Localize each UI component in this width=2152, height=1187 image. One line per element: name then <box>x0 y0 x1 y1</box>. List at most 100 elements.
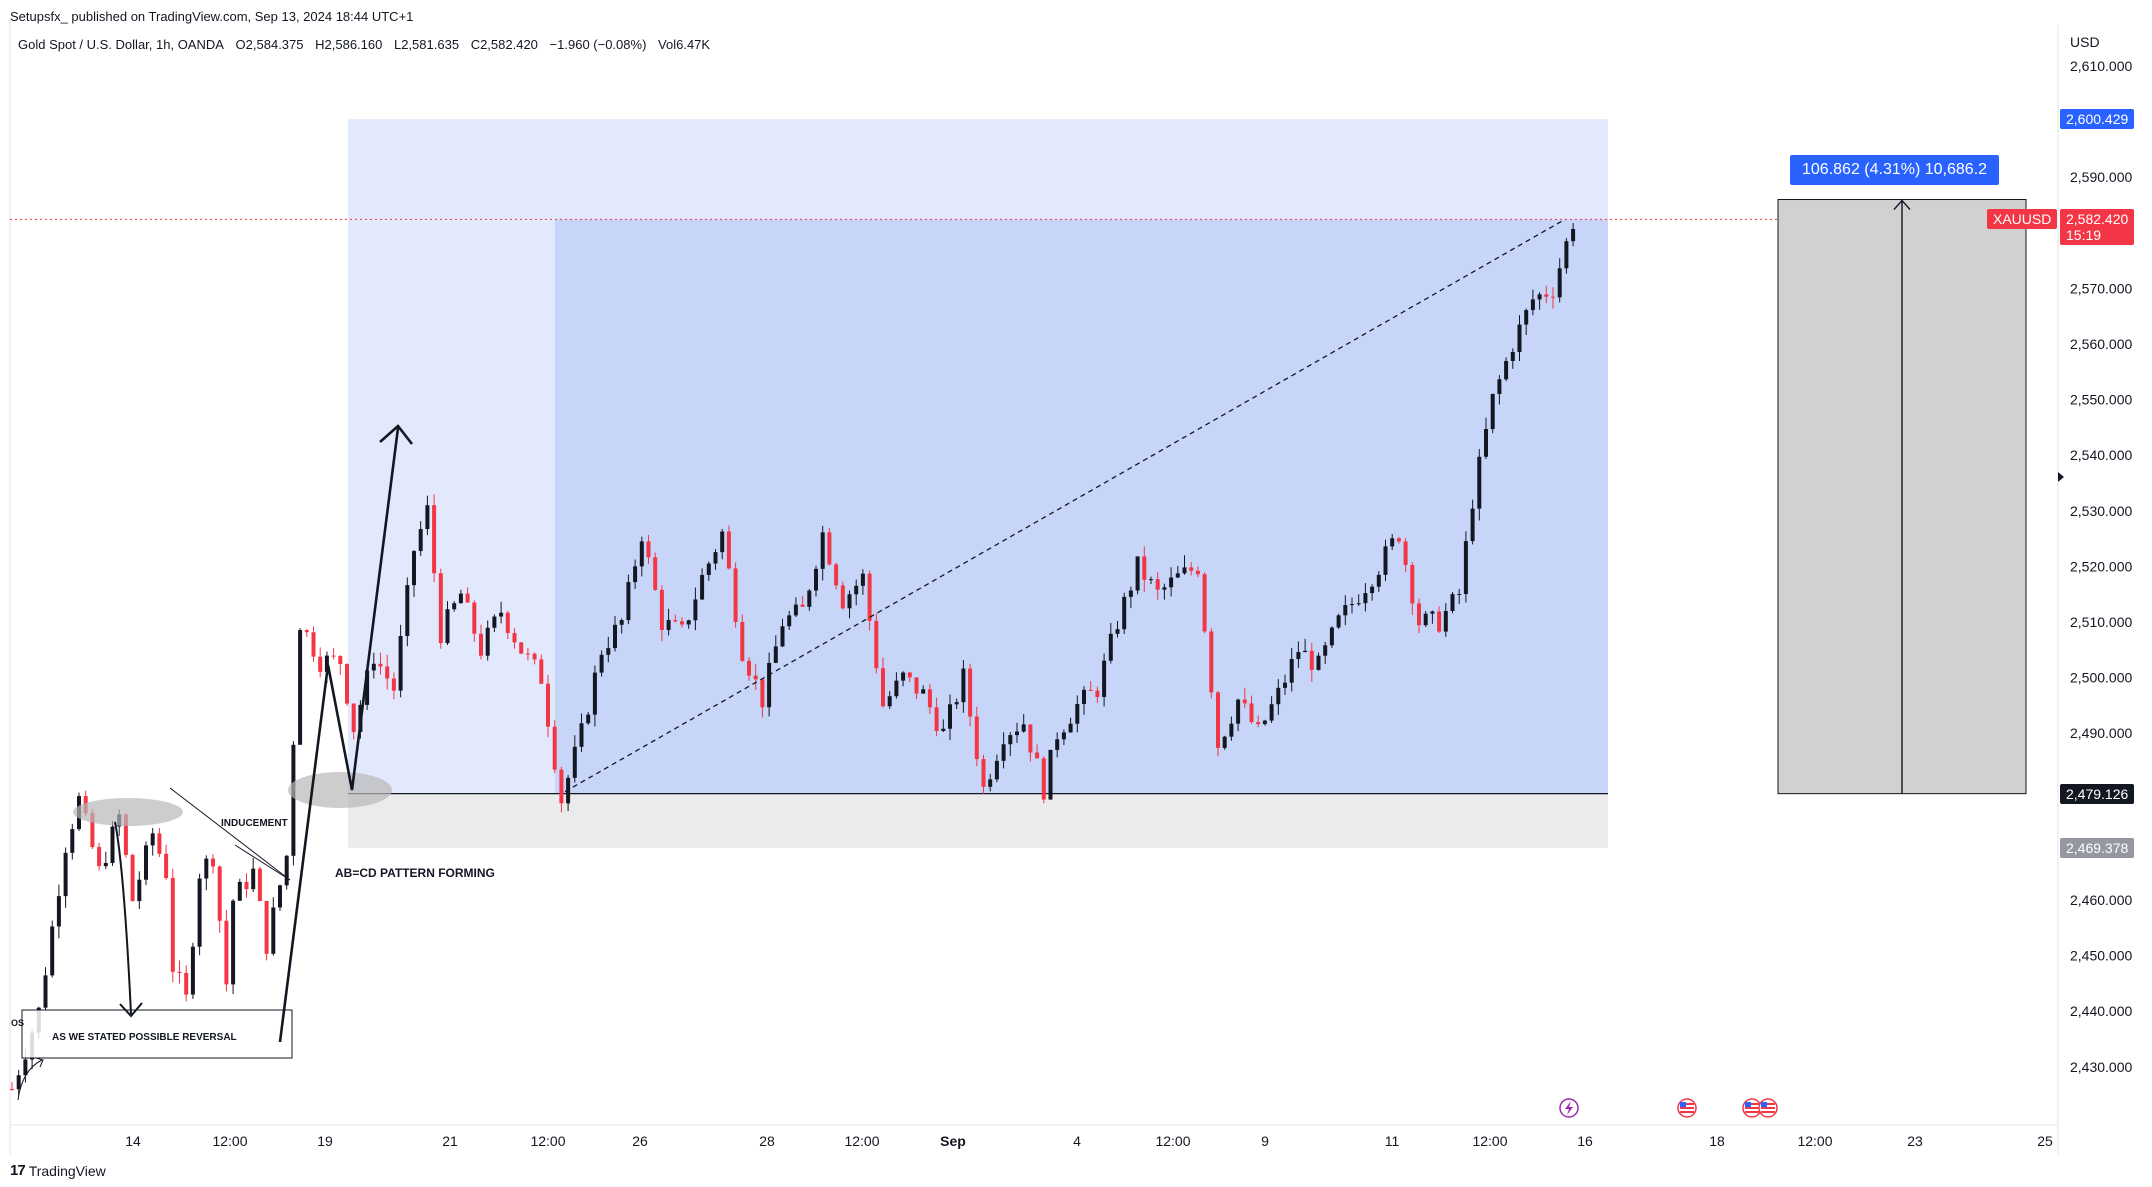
candle-body <box>673 620 678 622</box>
candle-body <box>405 585 410 636</box>
candle-body <box>264 900 269 954</box>
candle-body <box>485 627 490 656</box>
down-arrow-line[interactable] <box>114 821 132 1015</box>
currency-label[interactable]: USD <box>2070 34 2100 50</box>
candle-body <box>351 703 356 732</box>
candle-body <box>1410 564 1415 604</box>
abcd-arrow-line[interactable] <box>278 427 400 1043</box>
candle-body <box>1323 645 1328 656</box>
candle-body <box>659 589 664 630</box>
candle-body <box>854 585 859 595</box>
candle-body <box>1477 456 1482 509</box>
candle-body <box>894 680 899 697</box>
measure-label[interactable]: 106.862 (4.31%) 10,686.2 <box>1790 154 2000 185</box>
candle-body <box>1102 660 1107 697</box>
axis-pointer-icon <box>2058 472 2064 482</box>
candle-body <box>284 855 289 886</box>
candle-body <box>1001 744 1006 761</box>
candle-body <box>271 907 276 954</box>
candle-body <box>90 813 95 848</box>
candle-body <box>1216 692 1220 748</box>
candle-body <box>693 599 698 621</box>
time-tick-label: 26 <box>632 1133 648 1149</box>
candle-body <box>157 833 162 854</box>
candle-body <box>1182 567 1187 574</box>
candle-body <box>1309 650 1314 670</box>
candle-body <box>1430 611 1435 614</box>
range-zone-inner[interactable] <box>555 219 1608 794</box>
candle-body <box>1504 360 1509 380</box>
candle-body <box>452 603 457 610</box>
ohlc-high: H2,586.160 <box>315 37 383 52</box>
candle-body <box>1209 631 1214 693</box>
us-flag-event-icon[interactable] <box>1758 1098 1778 1118</box>
candle-body <box>378 663 383 667</box>
candle-body <box>760 679 765 708</box>
candle-body <box>907 672 912 678</box>
candle-body <box>1061 732 1066 740</box>
candle-body <box>43 975 48 1008</box>
candle-body <box>988 779 993 787</box>
candle-body <box>244 881 249 890</box>
price-tick-label: 2,540.000 <box>2070 447 2132 463</box>
footer-brand-name: TradingView <box>28 1162 106 1179</box>
candle-body <box>773 646 778 663</box>
time-tick-label: 14 <box>125 1133 141 1149</box>
price-tick-label: 2,570.000 <box>2070 280 2132 296</box>
candle-body <box>465 593 470 603</box>
candle-body <box>1242 699 1247 704</box>
candle-body <box>1262 720 1267 725</box>
abcd-arrow-head <box>379 424 414 445</box>
candle-body <box>726 531 731 569</box>
candle-body <box>713 552 718 564</box>
candle-body <box>1557 268 1562 298</box>
price-tick-label: 2,440.000 <box>2070 1003 2132 1019</box>
candle-body <box>1202 574 1207 632</box>
candle-body <box>298 630 303 745</box>
us-flag-event-icon[interactable] <box>1742 1098 1762 1118</box>
candle-body <box>546 683 550 727</box>
candle-body <box>23 1059 28 1076</box>
price-tick-label: 2,510.000 <box>2070 614 2132 630</box>
time-tick-label: 25 <box>2037 1133 2053 1149</box>
candle-body <box>927 689 932 708</box>
candle-body <box>1082 689 1086 704</box>
candle-body <box>418 529 423 552</box>
candle-body <box>948 704 952 729</box>
time-tick-label: Sep <box>940 1133 966 1149</box>
inducement-line-upper[interactable] <box>169 787 291 881</box>
symbol-line: Gold Spot / U.S. Dollar, 1h, OANDA O2,58… <box>18 37 718 52</box>
liquidity-ellipse-mid[interactable] <box>288 772 392 808</box>
projection-line[interactable] <box>564 218 1566 793</box>
candle-body <box>505 612 510 634</box>
candle-body <box>847 594 852 609</box>
price-tick-label: 2,450.000 <box>2070 948 2132 964</box>
candle-body <box>934 707 939 731</box>
footer-brand[interactable]: 17 TradingView <box>10 1162 106 1179</box>
reversal-box[interactable] <box>21 1009 293 1059</box>
candle-body <box>1195 570 1200 575</box>
range-zone-bottom[interactable] <box>348 793 1608 848</box>
candle-body <box>204 858 209 879</box>
candle-body <box>1336 615 1341 628</box>
price-tick-label: 2,500.000 <box>2070 670 2132 686</box>
us-flag-event-icon[interactable] <box>1677 1098 1697 1118</box>
candle-body <box>177 971 182 973</box>
candle-body <box>472 602 477 634</box>
candle-body <box>103 863 108 867</box>
candle-body <box>1269 704 1274 721</box>
candle-body <box>961 668 966 703</box>
candle-body <box>1517 324 1522 353</box>
candle-body <box>519 642 524 654</box>
countdown-value: 15:19 <box>2066 227 2102 244</box>
candle-body <box>1356 603 1361 605</box>
price-tick-label: 2,550.000 <box>2070 392 2132 408</box>
lightning-event-icon[interactable] <box>1559 1098 1579 1118</box>
reversal-label: AS WE STATED POSSIBLE REVERSAL <box>52 1032 237 1043</box>
liquidity-ellipse-left[interactable] <box>73 798 183 826</box>
candle-body <box>217 866 222 921</box>
candle-body <box>512 633 517 643</box>
candle-body <box>1175 573 1180 578</box>
candle-body <box>385 666 390 679</box>
